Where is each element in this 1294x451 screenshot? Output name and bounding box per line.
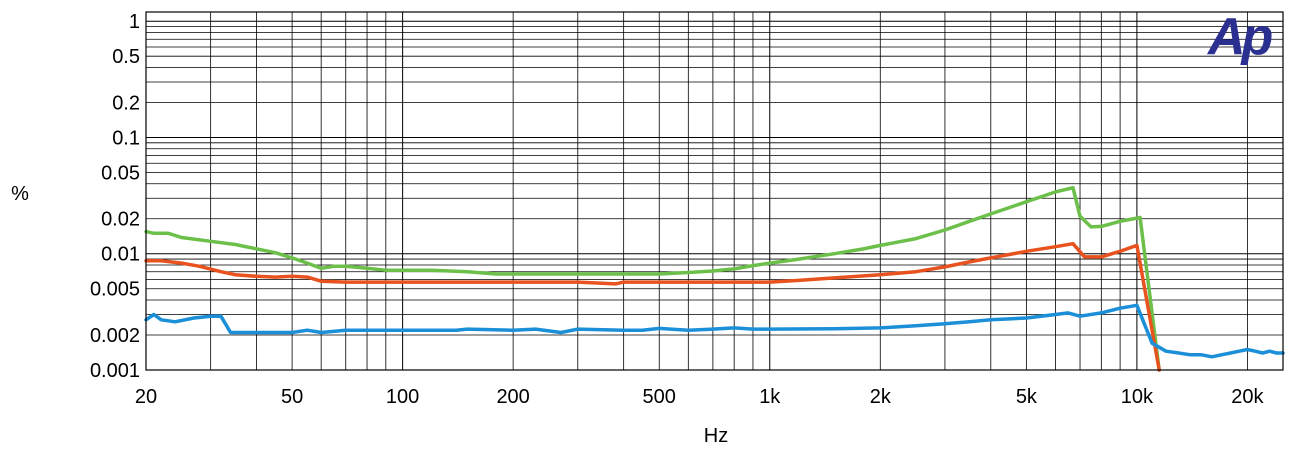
y-tick-label: 1: [129, 11, 140, 33]
plot-frame: [145, 11, 1284, 371]
y-tick-label: 0.02: [101, 209, 140, 231]
y-tick-label: 0.2: [112, 92, 140, 114]
x-tick-label: 2k: [870, 386, 892, 408]
x-tick-label: 5k: [1016, 386, 1038, 408]
y-tick-label: 0.01: [101, 244, 140, 266]
series-line-2: [144, 241, 1161, 372]
plot-grid: [146, 12, 1283, 370]
y-tick-label: 0.002: [90, 325, 140, 347]
y-tick-label: 0.5: [112, 46, 140, 68]
x-tick-label: 1k: [759, 386, 781, 408]
y-tick-label: 0.1: [112, 127, 140, 149]
x-tick-labels: 20 50 100 200 500 1k 2k 5k 10k 20k: [135, 386, 1265, 408]
y-tick-label: 0.05: [101, 162, 140, 184]
y-tick-label: 0.005: [90, 279, 140, 301]
series-line-1: [144, 185, 1161, 372]
x-tick-label: 200: [496, 386, 529, 408]
y-tick-labels: 1 0.5 0.2 0.1 0.05 0.02 0.01 0.005 0.002 0.001: [90, 11, 140, 382]
x-tick-label: 500: [643, 386, 676, 408]
x-axis-label: Hz: [704, 425, 728, 447]
x-tick-label: 20k: [1231, 386, 1264, 408]
x-tick-label: 20: [135, 386, 157, 408]
series-line-3: [144, 303, 1285, 359]
plot-series: [144, 185, 1285, 372]
ap-logo: Ap: [1206, 8, 1273, 66]
x-tick-label: 50: [281, 386, 303, 408]
x-tick-label: 10k: [1121, 386, 1154, 408]
y-tick-label: 0.001: [90, 360, 140, 382]
y-axis-label: %: [11, 183, 29, 205]
x-tick-label: 100: [386, 386, 419, 408]
